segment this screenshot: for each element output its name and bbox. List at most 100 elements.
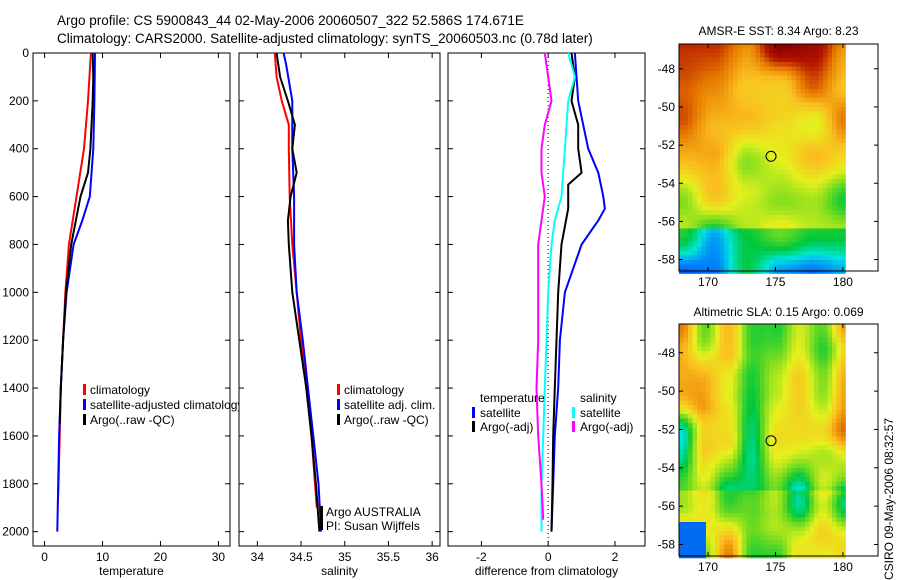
- heatmap-cell: [719, 405, 725, 410]
- heatmap-cell: [751, 369, 756, 374]
- heatmap-cell: [773, 228, 779, 234]
- heatmap-cell: [778, 531, 783, 536]
- heatmap-cell: [787, 378, 792, 383]
- heatmap-cell: [764, 405, 770, 410]
- heatmap-cell: [688, 120, 693, 126]
- heatmap-cell: [733, 472, 738, 478]
- heatmap-cell: [805, 526, 810, 532]
- heatmap-cell: [728, 423, 734, 428]
- heatmap-cell: [818, 531, 824, 536]
- heatmap-cell: [832, 48, 837, 54]
- heatmap-cell: [796, 481, 801, 487]
- heatmap-cell: [760, 179, 765, 184]
- heatmap-cell: [800, 540, 806, 545]
- heatmap-cell: [724, 116, 729, 121]
- heatmap-cell: [836, 436, 842, 442]
- heatmap-cell: [683, 355, 689, 361]
- heatmap-cell: [814, 486, 819, 491]
- heatmap-cell: [827, 513, 833, 518]
- heatmap-cell: [791, 504, 797, 509]
- heatmap-cell: [688, 333, 693, 338]
- heatmap-cell: [692, 197, 698, 202]
- heatmap-cell: [728, 481, 734, 487]
- heatmap-cell: [791, 129, 797, 135]
- heatmap-cell: [782, 481, 788, 487]
- heatmap-cell: [692, 418, 698, 424]
- heatmap-cell: [827, 378, 833, 383]
- heatmap-cell: [706, 526, 711, 532]
- heatmap-cell: [746, 147, 752, 153]
- heatmap-cell: [706, 98, 711, 103]
- heatmap-cell: [796, 490, 801, 496]
- heatmap-cell: [746, 152, 752, 157]
- heatmap-cell: [818, 53, 824, 58]
- heatmap-cell: [692, 161, 698, 166]
- heatmap-cell: [760, 197, 765, 202]
- heatmap-cell: [683, 504, 689, 509]
- heatmap-cell: [760, 134, 765, 139]
- heatmap-cell: [688, 255, 693, 261]
- heatmap-cell: [778, 481, 783, 487]
- heatmap-cell: [679, 210, 684, 216]
- heatmap-cell: [710, 450, 716, 455]
- heatmap-cell: [791, 53, 797, 58]
- heatmap-cell: [827, 80, 833, 85]
- heatmap-cell: [724, 84, 729, 90]
- heatmap-cell: [706, 342, 711, 347]
- heatmap-cell: [706, 445, 711, 451]
- heatmap-cell: [809, 351, 815, 356]
- heatmap-cell: [841, 57, 846, 63]
- heatmap-cell: [728, 246, 734, 252]
- heatmap-cell: [823, 260, 828, 265]
- heatmap-cell: [787, 477, 792, 482]
- heatmap-cell: [697, 490, 702, 496]
- heatmap-cell: [715, 57, 720, 63]
- heatmap-cell: [787, 472, 792, 478]
- heatmap-cell: [796, 333, 801, 338]
- heatmap-cell: [746, 472, 752, 478]
- heatmap-cell: [742, 102, 747, 108]
- heatmap-cell: [769, 409, 774, 415]
- heatmap-cell: [782, 224, 788, 229]
- heatmap-cell: [773, 219, 779, 225]
- heatmap-cell: [724, 535, 729, 541]
- heatmap-cell: [823, 490, 828, 496]
- heatmap-cell: [782, 450, 788, 455]
- heatmap-cell: [746, 468, 752, 473]
- heatmap-cell: [692, 80, 698, 85]
- heatmap-cell: [791, 66, 797, 72]
- heatmap-cell: [733, 396, 738, 401]
- heatmap-cell: [773, 89, 779, 94]
- heatmap-cell: [814, 360, 819, 365]
- heatmap-cell: [710, 188, 716, 193]
- heatmap-cell: [827, 504, 833, 509]
- heatmap-cell: [823, 391, 828, 397]
- heatmap-cell: [796, 98, 801, 103]
- heatmap-cell: [827, 89, 833, 94]
- heatmap-cell: [764, 423, 770, 428]
- heatmap-cell: [782, 328, 788, 334]
- heatmap-cell: [791, 165, 797, 171]
- heatmap-cell: [787, 405, 792, 410]
- heatmap-cell: [751, 188, 756, 193]
- heatmap-cell: [760, 360, 765, 365]
- heatmap-cell: [805, 102, 810, 108]
- heatmap-cells: [679, 324, 846, 559]
- heatmap-cell: [764, 463, 770, 469]
- heatmap-cell: [841, 174, 846, 180]
- heatmap-cell: [701, 531, 707, 536]
- heatmap-cell: [782, 387, 788, 392]
- heatmap-cell: [755, 116, 761, 121]
- heatmap-cell: [769, 477, 774, 482]
- heatmap-cell: [728, 472, 734, 478]
- heatmap-cell: [724, 255, 729, 261]
- heatmap-cell: [764, 125, 770, 130]
- heatmap-cell: [679, 337, 684, 343]
- heatmap-cell: [827, 481, 833, 487]
- heatmap-cell: [742, 351, 747, 356]
- heatmap-cell: [751, 107, 756, 112]
- heatmap-cell: [791, 360, 797, 365]
- heatmap-cell: [787, 328, 792, 334]
- heatmap-cell: [701, 387, 707, 392]
- heatmap-cell: [683, 62, 689, 67]
